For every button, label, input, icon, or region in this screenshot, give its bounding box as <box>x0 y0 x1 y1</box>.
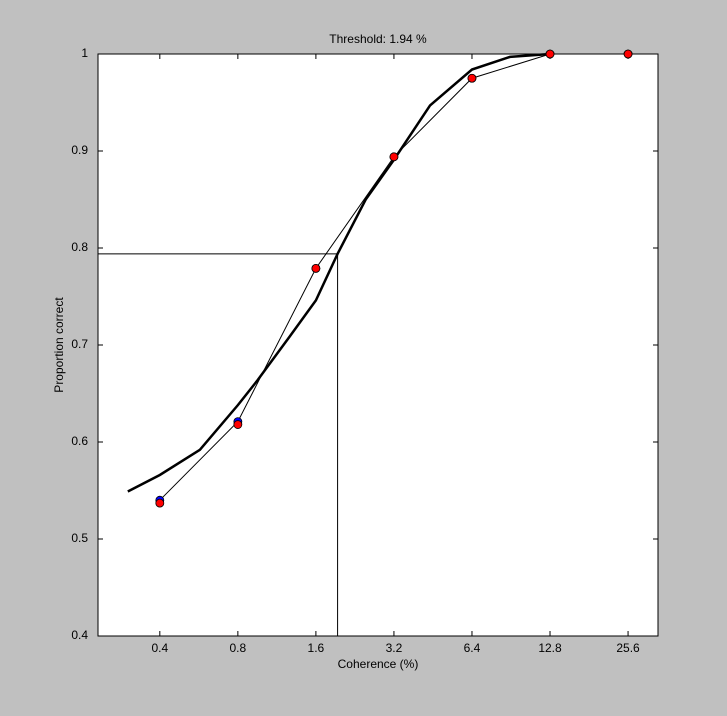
x-tick-label: 0.4 <box>151 641 168 655</box>
x-tick-label: 1.6 <box>308 641 325 655</box>
data-point <box>623 49 633 59</box>
data-point <box>467 73 477 83</box>
y-tick-label: 0.7 <box>71 337 88 351</box>
y-axis-label: Proportion correct <box>52 297 66 393</box>
data-point <box>545 49 555 59</box>
x-tick-label: 0.8 <box>230 641 247 655</box>
y-tick-label: 0.5 <box>71 531 88 545</box>
y-tick-label: 1 <box>81 46 88 60</box>
x-axis-label: Coherence (%) <box>338 657 419 671</box>
data-point <box>389 152 399 162</box>
x-tick-label: 3.2 <box>386 641 403 655</box>
x-tick-label: 25.6 <box>616 641 640 655</box>
data-point <box>233 420 243 429</box>
data-point <box>155 498 165 508</box>
chart-title: Threshold: 1.94 % <box>329 32 427 46</box>
data-point <box>311 263 321 273</box>
x-tick-label: 12.8 <box>538 641 562 655</box>
y-tick-label: 0.4 <box>71 628 88 642</box>
y-tick-label: 0.9 <box>71 143 88 157</box>
x-tick-label: 6.4 <box>464 641 481 655</box>
plot-area <box>97 53 659 637</box>
y-tick-label: 0.6 <box>71 434 88 448</box>
y-tick-label: 0.8 <box>71 240 88 254</box>
fit-curve <box>127 52 551 493</box>
